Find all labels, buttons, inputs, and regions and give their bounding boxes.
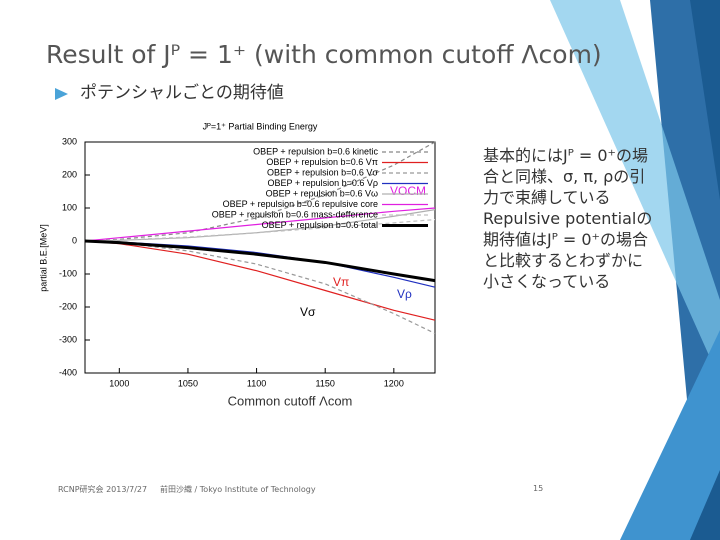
legend-label: OBEP + repulsion b=0.6 mass-defference: [212, 209, 378, 219]
y-tick-label: 200: [62, 169, 77, 179]
series-line: [84, 239, 436, 283]
annotation: Vρ: [397, 287, 412, 301]
x-tick-label: 1150: [316, 378, 335, 388]
page-number: 15: [533, 484, 544, 493]
series-line: [84, 218, 436, 242]
legend-label: OBEP + repulsion b=0.6 Vρ: [267, 178, 378, 188]
footer-left: RCNP研究会 2013/7/27: [58, 485, 148, 494]
footer-center: 前田沙織 / Tokyo Institute of Technology: [160, 485, 316, 494]
annotation: Vσ: [300, 305, 316, 319]
legend-label: OBEP + repulsion b=0.6 Vσ: [267, 167, 378, 177]
y-tick-label: -400: [59, 367, 77, 377]
legend-label: OBEP + repulsion b=0.6 Vω: [266, 188, 378, 198]
legend-label: OBEP + repulsion b=0.6 kinetic: [253, 146, 378, 156]
annotation: Vπ: [333, 275, 349, 289]
note: Repulsive potentialの期待値はJᴾ = 0⁺の場合と比較すると…: [483, 209, 653, 291]
plot-frame: [84, 141, 436, 374]
y-tick-label: -200: [59, 301, 77, 311]
slide-title: Result of Jᴾ = 1⁺ (with common cutoff Λc…: [46, 40, 602, 69]
chart: Jᴾ=1⁺ Partial Binding Energy Common cuto…: [38, 121, 436, 408]
x-tick-label: 1200: [384, 378, 404, 388]
legend-label: OBEP + repulsion b=0.6 total: [262, 220, 378, 230]
x-tick-label: 1000: [109, 378, 129, 388]
note: 基本的にはJᴾ = 0⁺の場合と同様、σ, π, ρの引力で束縛している: [483, 146, 649, 207]
y-tick-label: 100: [62, 202, 77, 212]
legend-label: OBEP + repulsion b=0.6 repulsive core: [223, 199, 378, 209]
legend-label: OBEP + repulsion b=0.6 Vπ: [266, 157, 378, 167]
y-axis-label: partial B.E.[MeV]: [38, 224, 48, 292]
bullet: ポテンシャルごとの期待値: [80, 83, 284, 103]
x-tick-label: 1050: [178, 378, 198, 388]
y-tick-label: 300: [62, 136, 77, 146]
y-tick-label: 0: [72, 235, 77, 245]
chart-title: Jᴾ=1⁺ Partial Binding Energy: [203, 121, 318, 131]
y-tick-label: -100: [59, 268, 77, 278]
series-line: [84, 207, 436, 242]
y-tick-label: -300: [59, 334, 77, 344]
annotation: VOCM: [390, 184, 426, 198]
x-axis-label: Common cutoff Λcom: [228, 393, 353, 408]
x-tick-label: 1100: [247, 378, 266, 388]
